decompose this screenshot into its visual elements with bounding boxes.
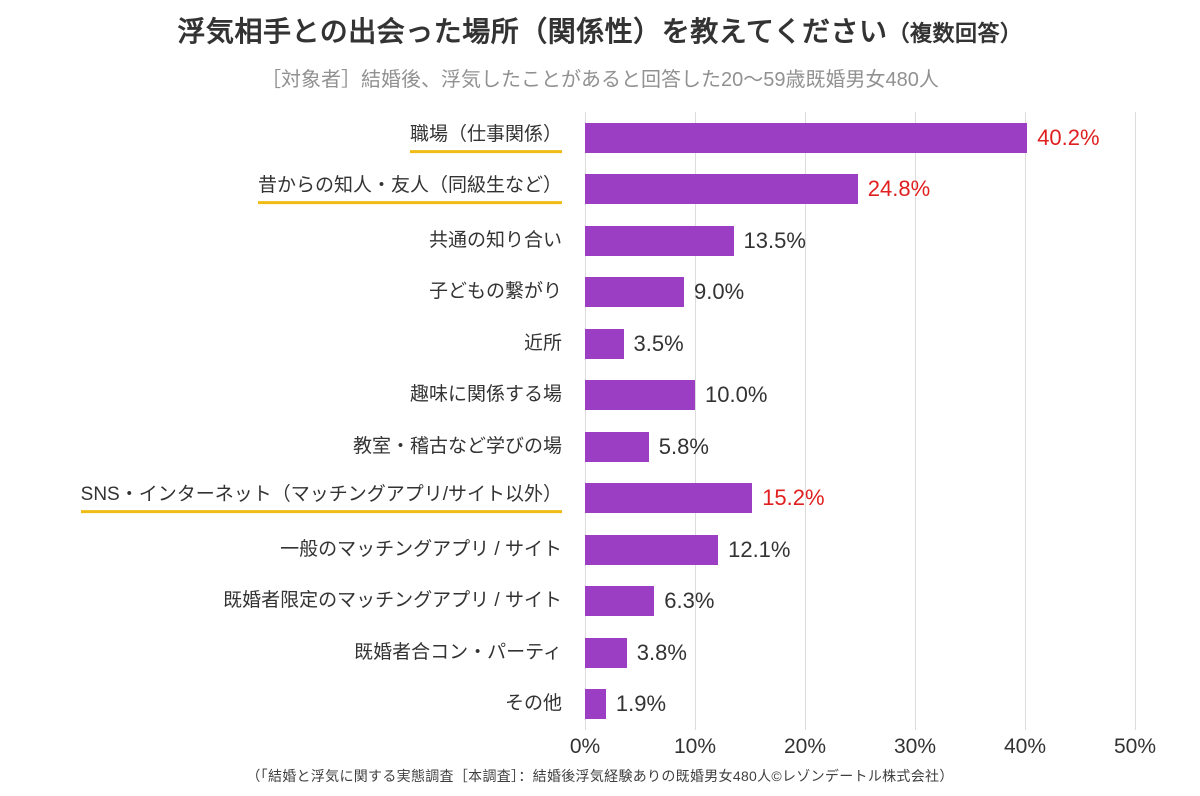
category-label: 昔からの知人・友人（同級生など） xyxy=(0,174,562,205)
bar xyxy=(585,328,624,359)
bar xyxy=(585,174,858,205)
value-label: 40.2% xyxy=(1037,124,1100,150)
bar xyxy=(585,380,695,411)
category-label: 一般のマッチングアプリ / サイト xyxy=(280,538,562,560)
chart-row: 一般のマッチングアプリ / サイト 12.1% xyxy=(0,524,1200,576)
bar xyxy=(585,122,1028,153)
value-label: 3.8% xyxy=(636,639,687,665)
x-axis-tick: 40% xyxy=(1003,735,1047,758)
category-label: 既婚者限定のマッチングアプリ / サイト xyxy=(223,590,562,612)
value-label: 24.8% xyxy=(867,176,931,202)
category-label: SNS・インターネット（マッチングアプリ/サイト以外） xyxy=(0,483,562,514)
value-label: 12.1% xyxy=(728,536,791,562)
category-label: 近所 xyxy=(523,332,562,354)
chart-title-suffix: （複数回答） xyxy=(887,21,1023,46)
gridline xyxy=(695,112,696,730)
chart-row: 既婚者限定のマッチングアプリ / サイト 6.3% xyxy=(0,576,1200,628)
chart-row: 職場（仕事関係） 40.2% xyxy=(0,112,1200,164)
chart-title-main: 浮気相手との出会った場所（関係性）を教えてください xyxy=(177,16,888,47)
bar-chart: 職場（仕事関係） 40.2% 昔からの知人・友人（同級生など） 24.8% 共通の知り合… xyxy=(0,112,1200,762)
category-label-underlined: 昔からの知人・友人（同級生など） xyxy=(257,174,562,205)
value-label: 5.8% xyxy=(658,433,709,459)
category-label: 共通の知り合い xyxy=(428,229,562,251)
category-label: 教室・稽古など学びの場 xyxy=(352,435,562,457)
bar xyxy=(585,277,684,308)
gridline xyxy=(915,112,916,730)
chart-row: SNS・インターネット（マッチングアプリ/サイト以外） 15.2% xyxy=(0,473,1200,525)
x-axis-tick: 0% xyxy=(569,735,601,758)
x-axis-tick: 30% xyxy=(893,735,937,758)
chart-subtitle: ［対象者］結婚後、浮気したことがあると回答した20～59歳既婚男女480人 xyxy=(261,69,939,91)
chart-row: 趣味に関係する場 10.0% xyxy=(0,370,1200,422)
category-label: 趣味に関係する場 xyxy=(409,384,562,406)
chart-row: 昔からの知人・友人（同級生など） 24.8% xyxy=(0,164,1200,216)
value-label: 10.0% xyxy=(705,382,768,408)
category-label-underlined: 職場（仕事関係） xyxy=(409,123,562,153)
chart-row: 既婚者合コン・パーティ 3.8% xyxy=(0,627,1200,679)
category-label: 子どもの繋がり xyxy=(428,281,562,303)
source-note: （「結婚と浮気に関する実態調査［本調査］：結婚後浮気経験ありの既婚男女480人©… xyxy=(246,768,954,784)
gridline xyxy=(1025,112,1026,730)
bar xyxy=(585,225,734,256)
chart-title: 浮気相手との出会った場所（関係性）を教えてください（複数回答） xyxy=(0,10,1200,50)
chart-row: その他 1.9% xyxy=(0,679,1200,731)
bar xyxy=(585,431,649,462)
gridline xyxy=(805,112,806,730)
category-label-underlined: SNS・インターネット（マッチングアプリ/サイト以外） xyxy=(80,483,562,514)
bar xyxy=(585,586,655,617)
gridline xyxy=(1135,112,1136,730)
bar xyxy=(585,534,719,565)
value-label: 1.9% xyxy=(615,691,667,717)
chart-row: 共通の知り合い 13.5% xyxy=(0,215,1200,267)
value-label: 6.3% xyxy=(664,588,715,614)
category-label: その他 xyxy=(504,693,562,715)
category-label: 職場（仕事関係） xyxy=(0,123,562,153)
bar xyxy=(585,689,606,720)
value-label: 13.5% xyxy=(743,227,806,253)
chart-row: 子どもの繋がり 9.0% xyxy=(0,267,1200,319)
bar xyxy=(585,637,627,668)
value-label: 9.0% xyxy=(694,279,745,305)
x-axis-tick: 10% xyxy=(673,735,717,758)
chart-row: 教室・稽古など学びの場 5.8% xyxy=(0,421,1200,473)
category-label: 既婚者合コン・パーティ xyxy=(354,641,562,663)
value-label: 3.5% xyxy=(633,330,684,356)
bar xyxy=(585,483,753,514)
value-label: 15.2% xyxy=(762,485,825,511)
x-axis-tick: 20% xyxy=(783,735,827,758)
gridline xyxy=(585,112,586,730)
x-axis-tick: 50% xyxy=(1113,735,1157,758)
chart-row: 近所 3.5% xyxy=(0,318,1200,370)
